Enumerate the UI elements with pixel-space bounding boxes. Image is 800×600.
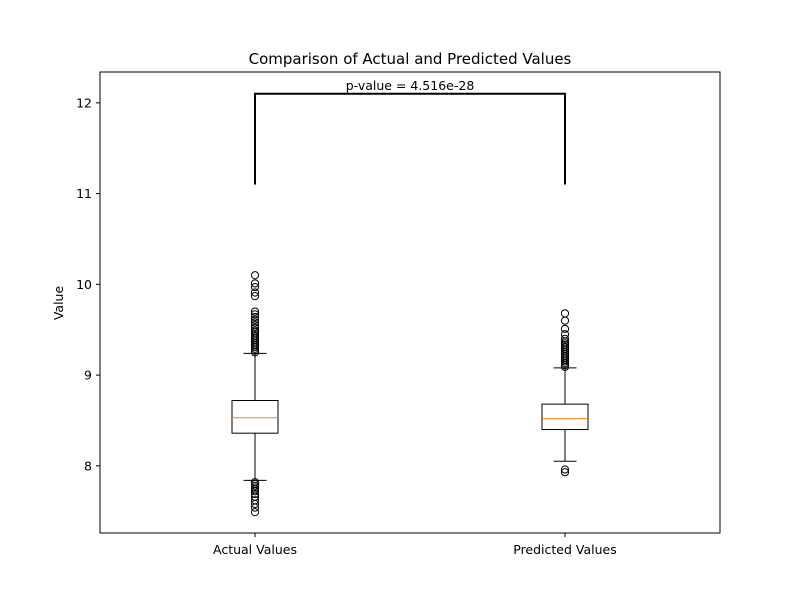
outlier-point [250,315,260,324]
outlier-point [560,334,570,343]
y-tick-label: 12 [76,95,92,110]
y-axis-label: Value [51,286,66,321]
y-tick-label: 11 [76,186,92,201]
y-tick-label: 9 [84,368,92,383]
significance-bracket [254,92,566,185]
p-value-annotation: p-value = 4.516e-28 [346,78,475,93]
plot-area: 8 9 10 11 12 Actual Values Predicted Values p-v… [76,78,617,557]
x-tick-label: Actual Values [213,542,297,557]
outlier-point [250,487,260,496]
outlier-point [250,279,260,288]
outlier-point [250,499,260,509]
outlier-point [250,508,260,517]
outlier-point [250,489,260,499]
y-tick-label: 10 [76,277,92,292]
outlier-point [250,288,260,297]
outlier-point [250,271,260,280]
outlier-point [250,310,260,319]
outlier-point [250,321,260,330]
outlier-point [560,309,570,318]
box-iqr [541,403,589,431]
outlier-point [560,330,570,339]
outlier-point [250,318,260,327]
outlier-point [250,307,260,316]
outlier-point [250,503,260,512]
box-iqr [231,400,279,434]
y-tick-label: 8 [84,458,92,473]
outlier-point [250,326,260,335]
outlier-point [560,465,570,474]
outlier-point [250,312,260,322]
outlier-point [250,282,260,292]
outlier-point [250,292,260,301]
x-tick-label: Predicted Values [513,542,617,557]
outlier-point [250,323,260,333]
outlier-point [560,468,570,477]
chart-title: Comparison of Actual and Predicted Value… [249,50,572,68]
outlier-point [560,316,570,325]
outlier-point [560,324,570,333]
plot-frame [99,71,721,534]
